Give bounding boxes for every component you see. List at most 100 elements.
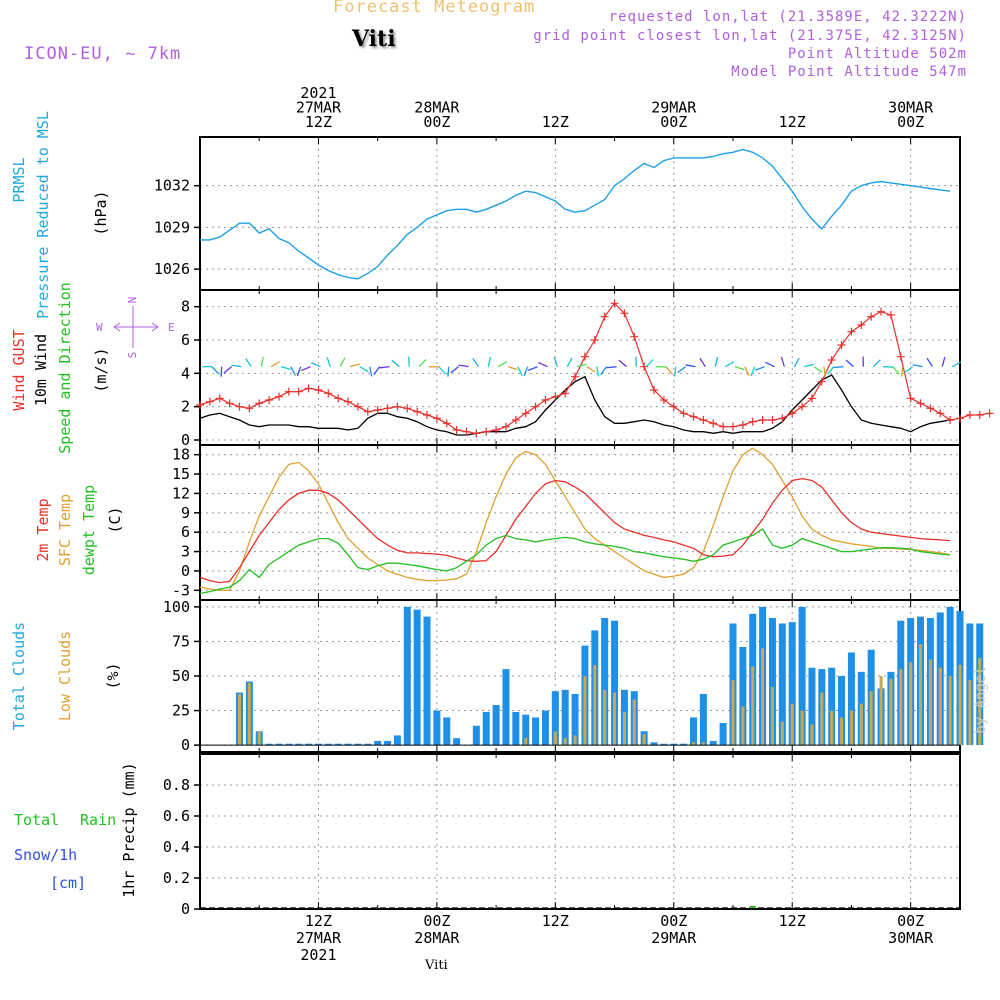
total-cloud-bar (295, 743, 303, 746)
wind-direction-arrow (339, 357, 346, 367)
pressure-label: PRMSL (10, 157, 28, 202)
gust-marker (196, 401, 204, 409)
precip-total-label: Total (14, 811, 59, 829)
gust-marker (353, 402, 362, 411)
total-cloud-bar (413, 609, 421, 746)
wind-direction-arrow (803, 363, 814, 368)
y-tick-label: 6 (181, 523, 190, 541)
gust-marker (344, 397, 353, 406)
wind-direction-arrow (926, 357, 933, 368)
y-tick-label: 0.6 (163, 807, 190, 825)
gust-marker (956, 414, 964, 423)
wind-direction-arrow (311, 362, 321, 368)
bottom-time-label: 12Z (305, 912, 332, 930)
y-tick-label: 0 (181, 900, 190, 918)
wind-direction-arrow (596, 366, 600, 377)
gust-marker (561, 389, 570, 398)
gust-marker (817, 377, 826, 386)
total-cloud-bar (709, 740, 717, 746)
total-cloud-bar (354, 743, 362, 746)
point-altitude: Point Altitude 502m (787, 46, 967, 62)
wind-direction-arrow (892, 366, 900, 375)
y-tick-label: 0.8 (163, 776, 190, 794)
gust-marker (807, 394, 816, 403)
y-tick-label: 25 (172, 702, 190, 720)
gust-marker (610, 299, 619, 308)
total-cloud-bar (492, 705, 500, 746)
gust-marker (798, 402, 807, 411)
low-cloud-bar (958, 664, 962, 746)
low-cloud-bar (701, 742, 705, 746)
wind-direction-arrow (369, 366, 373, 377)
precip-panel: 0 0.2 0.4 0.6 0.8 (163, 753, 961, 918)
total-clouds-label: Total Clouds (10, 622, 28, 730)
gust-marker (659, 396, 668, 404)
gust-marker (699, 416, 708, 424)
gust-marker (590, 336, 599, 344)
compass-arrows (113, 306, 159, 348)
total-cloud-bar (314, 743, 322, 746)
wind-direction-arrow (904, 366, 914, 374)
requested-coords: requested lon,lat (21.3589E, 42.3222N) (608, 9, 967, 25)
gust-marker (847, 327, 856, 336)
total-cloud-bar (798, 606, 806, 746)
gust-marker (501, 422, 510, 431)
total-cloud-bar (305, 743, 313, 746)
bottom-time-label: 12Z (779, 912, 806, 930)
wind-direction-arrow (280, 366, 291, 371)
low-cloud-bar (751, 666, 755, 746)
bottom-time-label: 12Z (542, 912, 569, 930)
wind-direction-arrow (813, 366, 823, 373)
gust-marker (521, 409, 530, 418)
gust-marker (403, 404, 412, 413)
gust-marker (551, 392, 560, 401)
watermark: by Angel (973, 666, 989, 733)
top-time-label: 00Z (423, 113, 450, 131)
total-cloud-bar (739, 646, 747, 746)
clouds-unit: (%) (104, 662, 122, 689)
wind-direction-arrow (290, 366, 296, 376)
wind-direction-arrow (296, 366, 302, 377)
low-cloud-bar (741, 706, 745, 746)
compass-icon: W E N S (96, 297, 175, 359)
total-cloud-bar (443, 717, 451, 746)
y-tick-label: -3 (172, 581, 190, 599)
gust-marker (314, 386, 323, 394)
low-cloud-bar (780, 721, 784, 746)
total-cloud-bar (403, 606, 411, 746)
total-cloud-bar (502, 669, 510, 746)
prmsl-line (200, 148, 951, 280)
low-cloud-bar (869, 691, 873, 746)
wind-direction-arrow (211, 366, 220, 375)
low-cloud-bar (642, 734, 646, 746)
total-cloud-bar (838, 676, 846, 746)
pressure-frame (199, 136, 961, 291)
wind-direction-arrow (418, 359, 427, 368)
pressure-panel: 1026 1029 1032 (154, 136, 961, 291)
y-tick-label: 8 (181, 298, 190, 316)
wind-speed-line (199, 374, 951, 436)
total-cloud-bar (482, 711, 490, 746)
wind-direction-arrow (231, 364, 242, 368)
total-cloud-bar (768, 617, 776, 746)
top-time-label: 12Z (542, 113, 569, 131)
total-cloud-bar (660, 743, 668, 746)
low-cloud-bar (770, 687, 774, 746)
gust-marker (768, 416, 777, 424)
gust-marker (975, 411, 984, 419)
gust-marker (630, 332, 639, 341)
low-cloud-bar (632, 699, 636, 746)
total-cloud-bar (433, 710, 441, 746)
wind-direction-arrow (900, 366, 904, 377)
wind-direction-arrow (645, 359, 654, 368)
wind-direction-arrow (220, 366, 223, 377)
temp-2m-label: 2m Temp (34, 498, 52, 561)
wind-direction-arrow (750, 366, 756, 377)
wind-direction-arrow (845, 359, 854, 368)
wind-direction-arrow (472, 358, 479, 368)
total-cloud-bar (324, 743, 332, 746)
wind-direction-arrow (438, 366, 447, 375)
gust-marker (620, 309, 629, 318)
